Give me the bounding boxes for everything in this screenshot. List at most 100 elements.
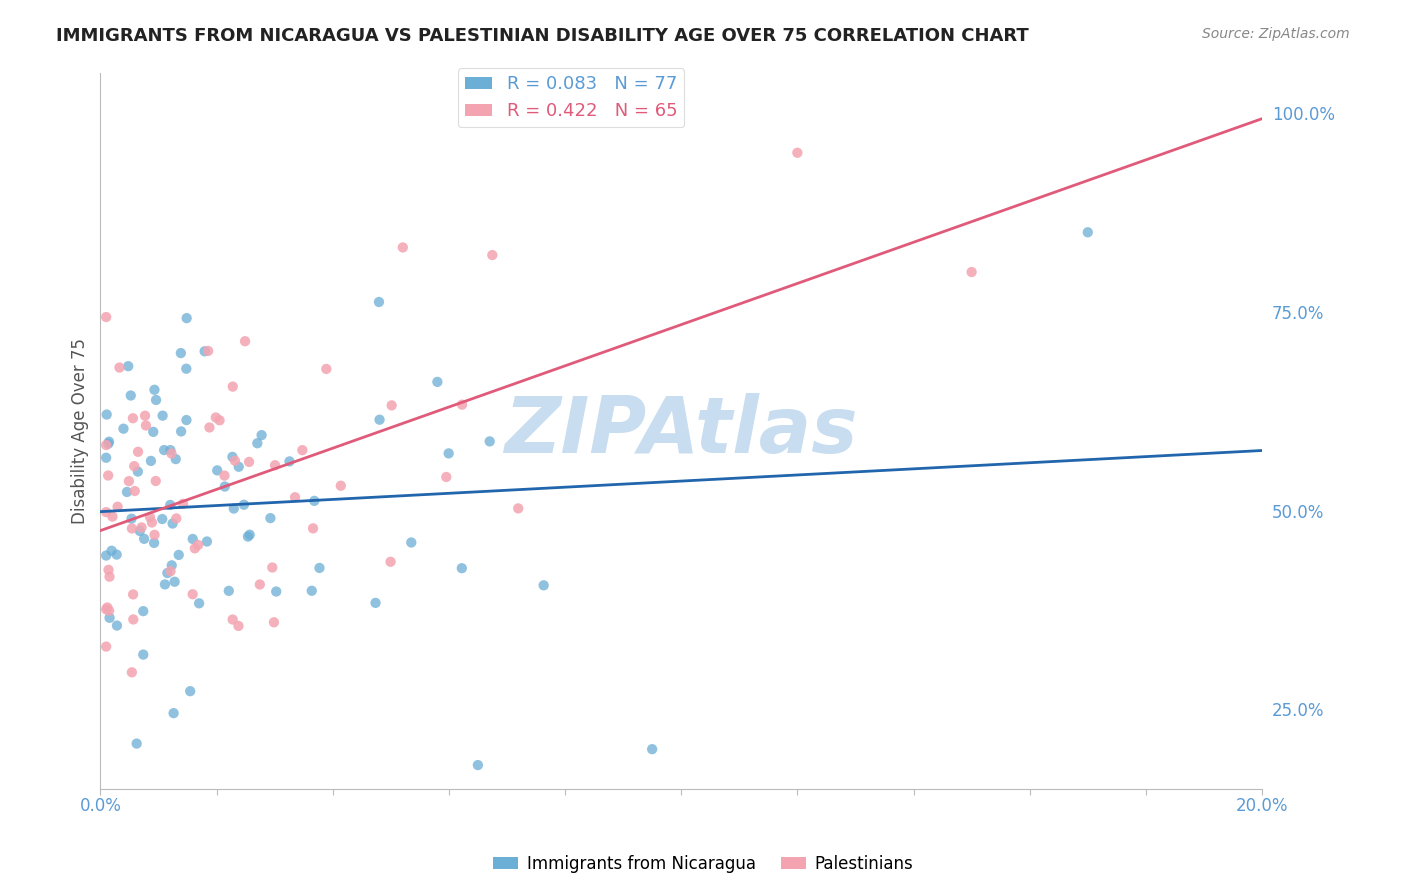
Point — [97, 563, 120, 577]
Point — [122, 612, 145, 626]
Point — [97, 468, 120, 483]
Point — [132, 604, 155, 618]
Point — [278, 454, 301, 468]
Point — [128, 524, 150, 538]
Point — [132, 648, 155, 662]
Point — [143, 383, 166, 397]
Point — [170, 346, 193, 360]
Point — [197, 343, 219, 358]
Point — [152, 409, 174, 423]
Point — [250, 428, 273, 442]
Point — [131, 520, 153, 534]
Point — [194, 344, 217, 359]
Point — [98, 604, 121, 618]
Point — [308, 561, 330, 575]
Point — [368, 413, 391, 427]
Point — [108, 360, 131, 375]
Point — [233, 334, 256, 349]
Point — [478, 434, 501, 449]
Point — [259, 511, 281, 525]
Point — [450, 561, 472, 575]
Point — [120, 388, 142, 402]
Point — [156, 566, 179, 580]
Point — [96, 408, 118, 422]
Point — [641, 742, 664, 756]
Point — [97, 436, 120, 450]
Point — [98, 434, 121, 449]
Point — [467, 758, 489, 772]
Point — [121, 521, 143, 535]
Point — [167, 548, 190, 562]
Point — [960, 265, 983, 279]
Point — [437, 446, 460, 460]
Point — [163, 574, 186, 589]
Point — [224, 454, 246, 468]
Point — [159, 498, 181, 512]
Point — [145, 474, 167, 488]
Point — [139, 454, 162, 468]
Point — [218, 583, 240, 598]
Point — [170, 425, 193, 439]
Point — [481, 248, 503, 262]
Point — [176, 413, 198, 427]
Point — [127, 445, 149, 459]
Point — [228, 459, 250, 474]
Point — [195, 534, 218, 549]
Point — [143, 528, 166, 542]
Point — [98, 570, 121, 584]
Point — [176, 311, 198, 326]
Point — [176, 361, 198, 376]
Point — [160, 558, 183, 573]
Point — [160, 446, 183, 460]
Point — [301, 583, 323, 598]
Point — [368, 295, 391, 310]
Text: 0.0%: 0.0% — [79, 797, 121, 815]
Point — [184, 541, 207, 556]
Point — [134, 409, 156, 423]
Point — [153, 443, 176, 458]
Point — [115, 485, 138, 500]
Point — [426, 375, 449, 389]
Point — [141, 516, 163, 530]
Point — [101, 509, 124, 524]
Point — [105, 618, 128, 632]
Text: IMMIGRANTS FROM NICARAGUA VS PALESTINIAN DISABILITY AGE OVER 75 CORRELATION CHAR: IMMIGRANTS FROM NICARAGUA VS PALESTINIAN… — [56, 27, 1029, 45]
Point — [232, 498, 254, 512]
Point — [786, 145, 808, 160]
Point — [98, 611, 121, 625]
Point — [96, 640, 118, 654]
Point — [139, 510, 162, 524]
Point — [214, 468, 236, 483]
Point — [96, 600, 118, 615]
Point — [143, 536, 166, 550]
Point — [118, 474, 141, 488]
Point — [162, 516, 184, 531]
Point — [236, 530, 259, 544]
Point — [221, 613, 243, 627]
Point — [159, 443, 181, 458]
Point — [134, 532, 156, 546]
Point — [162, 706, 184, 720]
Point — [434, 470, 457, 484]
Point — [121, 665, 143, 680]
Point — [222, 379, 245, 393]
Point — [96, 505, 118, 519]
Point — [391, 240, 413, 254]
Point — [127, 465, 149, 479]
Point — [451, 398, 474, 412]
Point — [188, 596, 211, 610]
Point — [381, 398, 404, 412]
Point — [96, 310, 118, 324]
Text: Source: ZipAtlas.com: Source: ZipAtlas.com — [1202, 27, 1350, 41]
Point — [221, 450, 243, 464]
Point — [187, 538, 209, 552]
Point — [238, 455, 260, 469]
Point — [181, 587, 204, 601]
Text: ZIPAtlas: ZIPAtlas — [505, 393, 858, 469]
Y-axis label: Disability Age Over 75: Disability Age Over 75 — [72, 338, 89, 524]
Point — [246, 436, 269, 450]
Point — [172, 497, 194, 511]
Point — [107, 500, 129, 514]
Point — [181, 532, 204, 546]
Point — [263, 615, 285, 630]
